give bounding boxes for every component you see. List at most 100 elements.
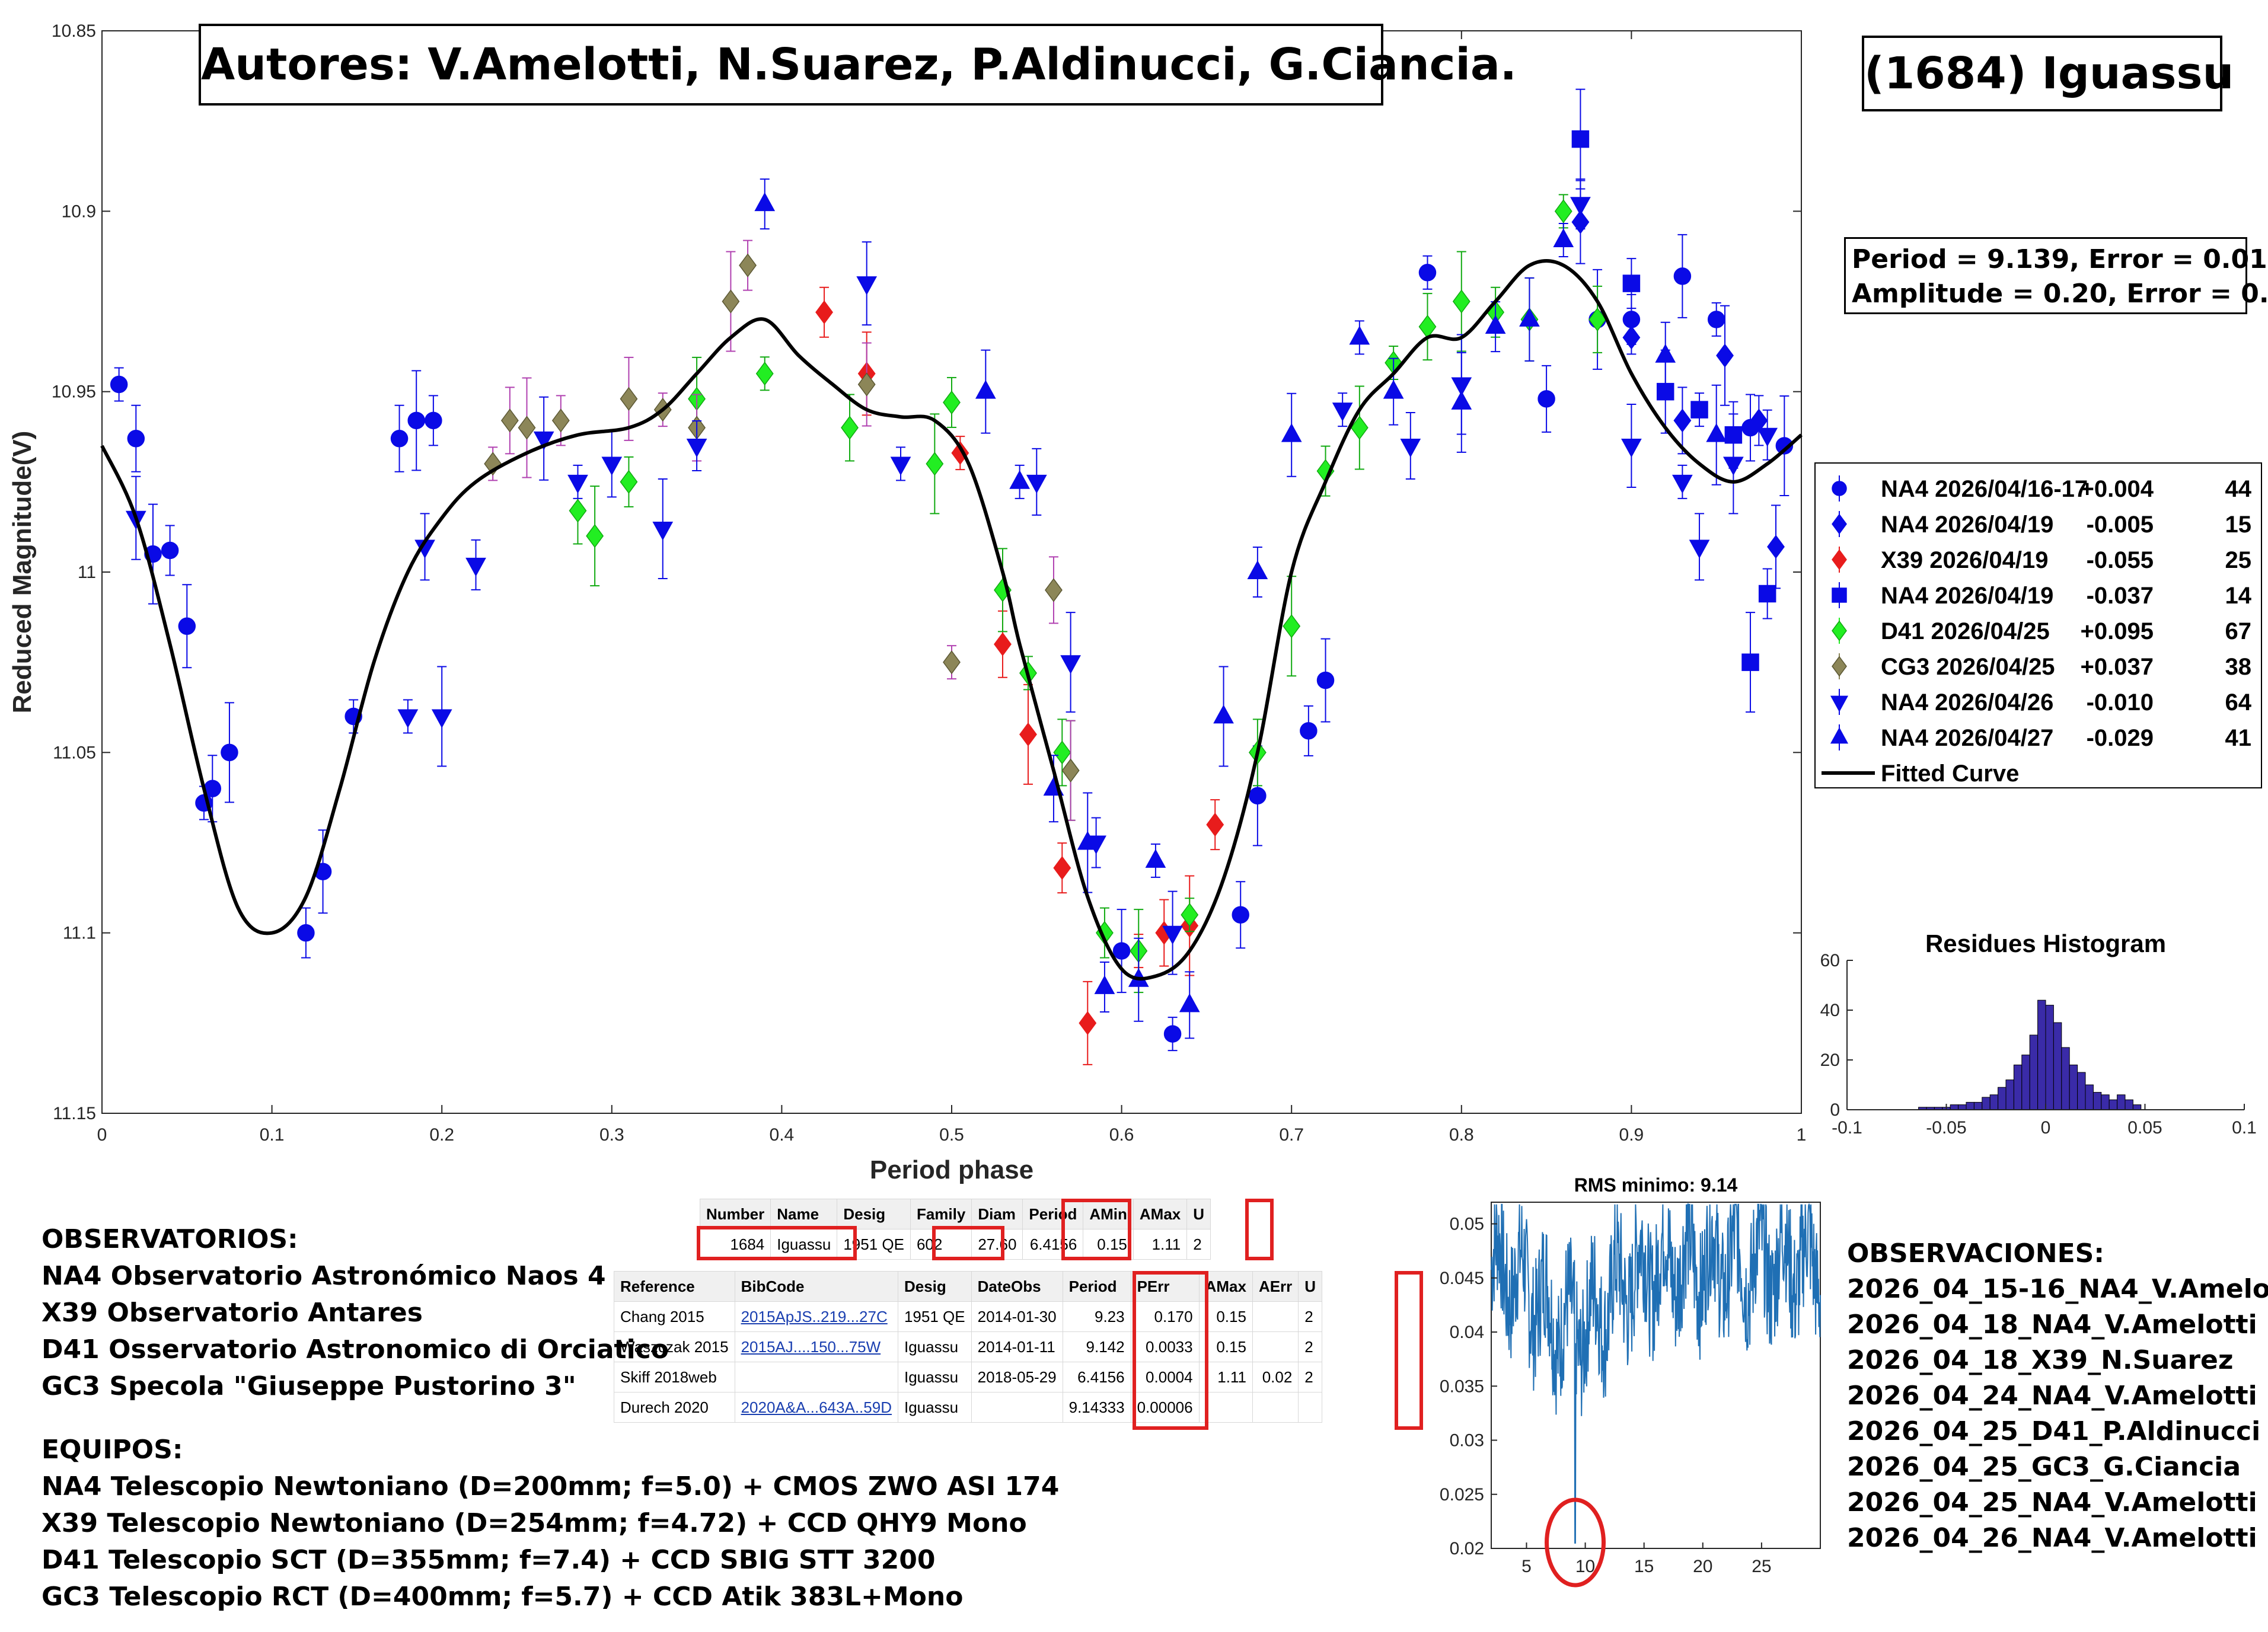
data-point (407, 411, 425, 430)
legend-label: NA4 2026/04/16-17 (1881, 476, 2088, 502)
histogram-bar (2029, 1034, 2039, 1110)
data-point (500, 408, 519, 433)
histogram-bar (1966, 1101, 1974, 1110)
data-point (1588, 307, 1607, 332)
series-5 (484, 239, 1080, 821)
histogram-bar (2037, 999, 2046, 1110)
highlight-period-col (1061, 1199, 1131, 1260)
observaciones-block: OBSERVACIONES: 2026_04_15-16_NA4_V.Amelot… (1847, 1236, 2268, 1556)
table-header-cell: Name (770, 1199, 838, 1229)
data-point (975, 379, 996, 399)
table-cell: Iguassu (897, 1331, 972, 1362)
histogram-y-tick-label: 40 (1820, 1001, 1840, 1020)
data-point (1300, 722, 1318, 740)
data-point (1079, 1011, 1097, 1035)
data-point (1418, 264, 1437, 282)
histogram-bar (1989, 1094, 1999, 1110)
data-point (1060, 655, 1081, 674)
fitted-curve (100, 259, 1803, 981)
table-cell: 2014-01-30 (971, 1301, 1063, 1332)
table-cell: 6.4156 (1022, 1229, 1084, 1260)
highlight-ref-u-col (1395, 1271, 1423, 1430)
block-line: NA4 Telescopio Newtoniano (D=200mm; f=5.… (42, 1471, 1060, 1502)
legend-count: 15 (2225, 512, 2252, 538)
x-axis-label: Period phase (870, 1155, 1033, 1184)
data-point (601, 456, 623, 476)
data-point (1622, 274, 1641, 292)
observatorios-block: OBSERVATORIOS: NA4 Observatorio Astronómi… (42, 1221, 669, 1405)
table-header-cell: U (1298, 1271, 1323, 1302)
legend-offset: -0.055 (2087, 547, 2154, 573)
legend-offset: +0.037 (2081, 654, 2154, 680)
histogram-bar (1958, 1104, 1967, 1110)
rms-x-tick-label: 10 (1575, 1557, 1595, 1576)
data-point (1045, 578, 1063, 602)
table-cell[interactable]: 2015ApJS..219...27C (734, 1301, 898, 1332)
legend-offset: -0.010 (2087, 689, 2154, 716)
rms-line (1491, 1202, 1821, 1544)
table-header-cell: Desig (837, 1199, 911, 1229)
table-header-cell: AMin (1083, 1199, 1134, 1229)
highlight-family (932, 1226, 1004, 1260)
table-cell: 1.11 (1133, 1229, 1188, 1260)
stats-box: Period = 9.139, Error = 0.017 Amplitude … (1844, 237, 2268, 314)
highlight-number-name (697, 1226, 857, 1260)
legend-marker (1832, 549, 1847, 570)
rms-x-tick-label: 5 (1521, 1557, 1532, 1576)
y-tick-label: 11.15 (53, 1104, 96, 1123)
object-title: (1684) Iguassu (1862, 36, 2234, 111)
data-point (1162, 925, 1183, 945)
data-point (1383, 379, 1404, 399)
data-point (652, 522, 674, 541)
histogram-bar (2045, 1005, 2054, 1110)
data-point (1707, 311, 1725, 328)
data-point (1400, 439, 1421, 458)
rms-y-tick-label: 0.035 (1440, 1376, 1484, 1396)
data-point (1061, 758, 1080, 783)
histogram-bar (2069, 1064, 2078, 1110)
histogram-bar (2061, 1047, 2070, 1110)
rms-chart: RMS minimo: 9.14 5 10 15 20 25 0.02 0.025 0.03 0.… (1440, 1174, 1821, 1588)
rms-x-tick-label: 25 (1752, 1557, 1771, 1576)
table-cell[interactable]: 2015AJ....150...75W (734, 1331, 898, 1362)
y-tick-label: 10.85 (52, 21, 96, 41)
histogram-bar (2077, 1072, 2086, 1110)
data-point (390, 430, 409, 448)
table-cell: Iguassu (897, 1392, 972, 1423)
histogram-chart: Residues Histogram -0.1 -0.05 0 0.05 0.1 0 20 40… (1820, 930, 2257, 1138)
data-point (1655, 344, 1676, 363)
data-point (943, 390, 961, 415)
data-point (1094, 975, 1115, 994)
block-line: NA4 Observatorio Astronómico Naos 4 (42, 1261, 606, 1291)
legend-label: NA4 2026/04/19 (1881, 583, 2053, 609)
table-cell: 2 (1298, 1301, 1323, 1332)
table-cell: Durech 2020 (614, 1392, 735, 1423)
rms-x-tick-label: 15 (1634, 1557, 1654, 1576)
table-header-row: Reference BibCode Desig DateObs Period PErr AM… (614, 1271, 1323, 1302)
histogram-bar (2125, 1099, 2133, 1110)
table-header-cell: DateObs (971, 1271, 1063, 1302)
table-cell[interactable]: 2020A&A...643A..59D (734, 1392, 898, 1423)
table-row: Chang 2015 2015ApJS..219...27C 1951 QE 2014… (614, 1301, 1323, 1332)
table-header-cell: AErr (1252, 1271, 1299, 1302)
x-tick-label: 0.6 (1109, 1125, 1134, 1145)
histogram-y-tick-label: 60 (1820, 951, 1840, 970)
legend-count: 25 (2225, 547, 2252, 573)
table-header-cell: AMax (1133, 1199, 1188, 1229)
data-point (1249, 787, 1267, 805)
legend-offset: +0.004 (2081, 476, 2154, 502)
data-point (127, 430, 145, 448)
table-row: 1684 Iguassu 1951 QE 602 27.60 6.4156 0.15 1.11… (699, 1229, 1211, 1260)
stats-amplitude: Amplitude = 0.20, Error = 0.02 (1852, 279, 2268, 309)
highlight-ref-period-col (1133, 1271, 1208, 1430)
legend-offset: +0.095 (2081, 618, 2154, 644)
legend-label: NA4 2026/04/26 (1881, 689, 2053, 716)
data-point (890, 456, 911, 476)
data-point (431, 709, 452, 729)
histogram-bar (1973, 1101, 1983, 1110)
lightcurve-plot: 0 0.1 0.2 0.3 0.4 0.5 0.6 0.7 0.8 0.9 1 10.85 10.9 10… (8, 21, 1806, 1184)
legend-offset: -0.005 (2087, 512, 2154, 538)
legend-offset: -0.029 (2087, 725, 2154, 751)
block-line: 2026_04_18_X39_N.Suarez (1847, 1345, 2234, 1375)
table-header-row: Number Name Desig Family Diam Period AMin AMax U (699, 1199, 1211, 1229)
